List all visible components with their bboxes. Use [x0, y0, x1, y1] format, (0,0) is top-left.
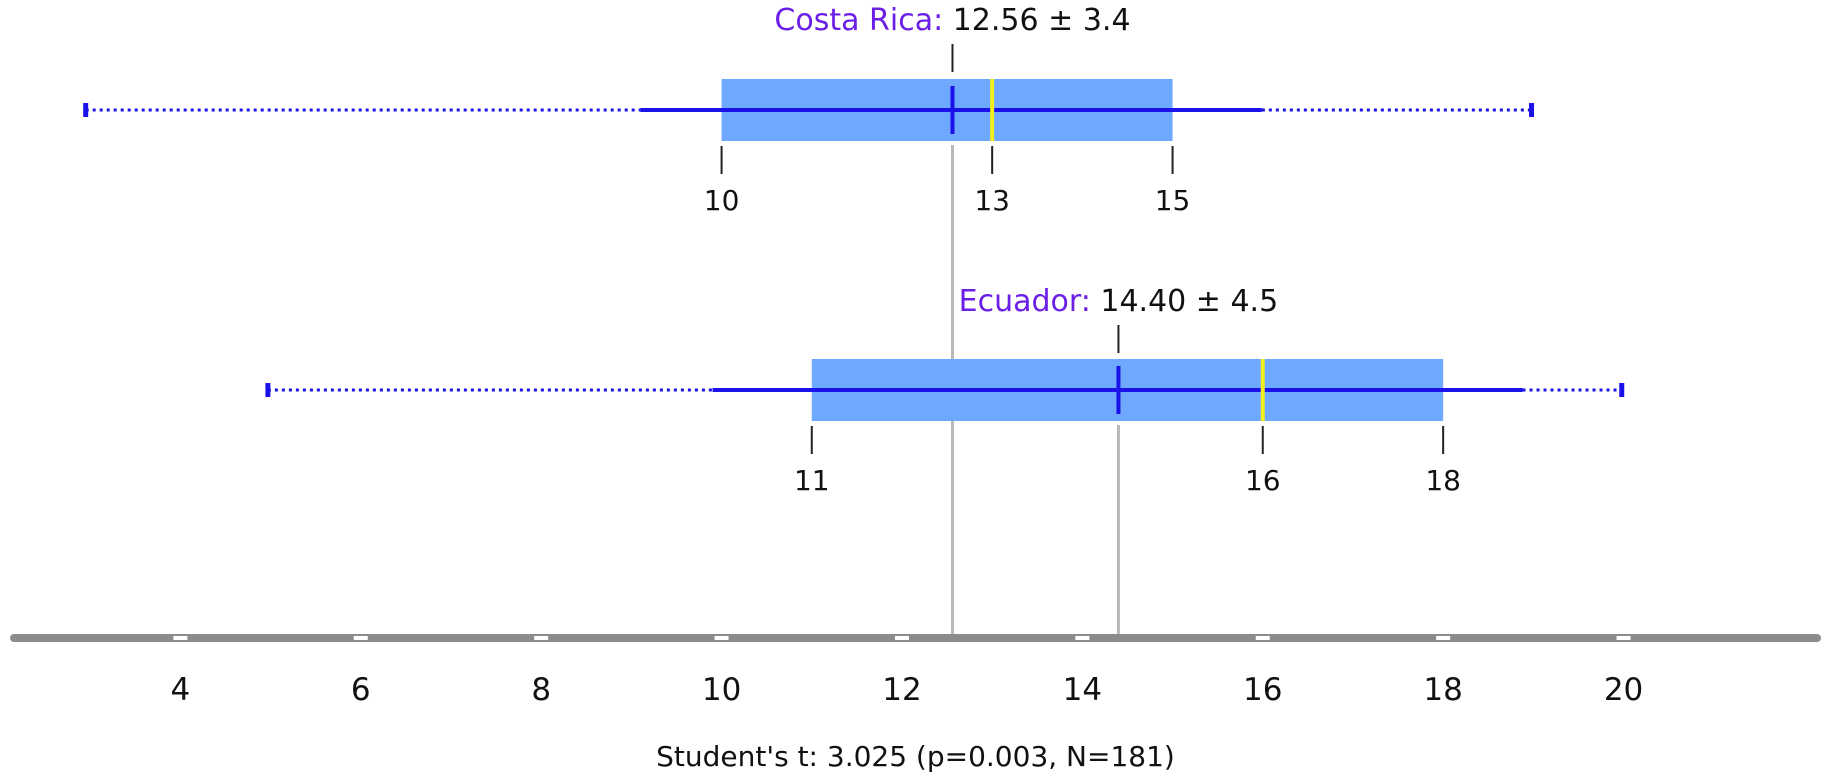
axis-notch — [1255, 636, 1270, 640]
group-mean-sd: 12.56 ± 3.4 — [943, 3, 1130, 38]
quartile-label: 13 — [974, 184, 1010, 217]
group-costa-rica: Costa Rica: 12.56 ± 3.4 10 13 15 — [83, 3, 1535, 217]
x-tick-label: 16 — [1243, 672, 1282, 708]
x-tick-label: 18 — [1423, 672, 1462, 708]
axis-notch — [714, 636, 729, 640]
x-tick-label: 20 — [1604, 672, 1643, 708]
x-axis: 4 6 8 10 12 14 16 18 20 — [10, 634, 1821, 708]
group-name: Costa Rica: — [774, 3, 943, 38]
quartile-label: 15 — [1155, 184, 1191, 217]
group-mean-sd: 14.40 ± 4.5 — [1091, 284, 1278, 319]
box-groups: Costa Rica: 12.56 ± 3.4 10 13 15 Ecuador: 14… — [83, 3, 1625, 497]
axis-notch — [1436, 636, 1451, 640]
axis-notch — [534, 636, 549, 640]
statistics-footer: Student's t: 3.025 (p=0.003, N=181) — [656, 740, 1175, 773]
quartile-label: 16 — [1245, 464, 1281, 497]
axis-bar — [10, 634, 1821, 642]
group-name: Ecuador: — [959, 284, 1091, 319]
quartile-label: 10 — [704, 184, 740, 217]
x-tick-label: 4 — [171, 672, 191, 708]
x-tick-label: 14 — [1063, 672, 1102, 708]
x-tick-label: 6 — [351, 672, 371, 708]
group-ecuador: Ecuador: 14.40 ± 4.5 11 16 18 — [265, 284, 1625, 497]
x-tick-label: 10 — [702, 672, 741, 708]
group-label-ecuador: Ecuador: 14.40 ± 4.5 — [959, 284, 1279, 319]
x-tick-label: 12 — [882, 672, 921, 708]
group-label-costa-rica: Costa Rica: 12.56 ± 3.4 — [774, 3, 1130, 38]
axis-notch — [173, 636, 188, 640]
x-tick-label: 8 — [531, 672, 551, 708]
axis-notch — [353, 636, 368, 640]
axis-notch — [1075, 636, 1090, 640]
quartile-label: 11 — [794, 464, 830, 497]
axis-notch — [1616, 636, 1631, 640]
quartile-label: 18 — [1425, 464, 1461, 497]
axis-notch — [894, 636, 909, 640]
